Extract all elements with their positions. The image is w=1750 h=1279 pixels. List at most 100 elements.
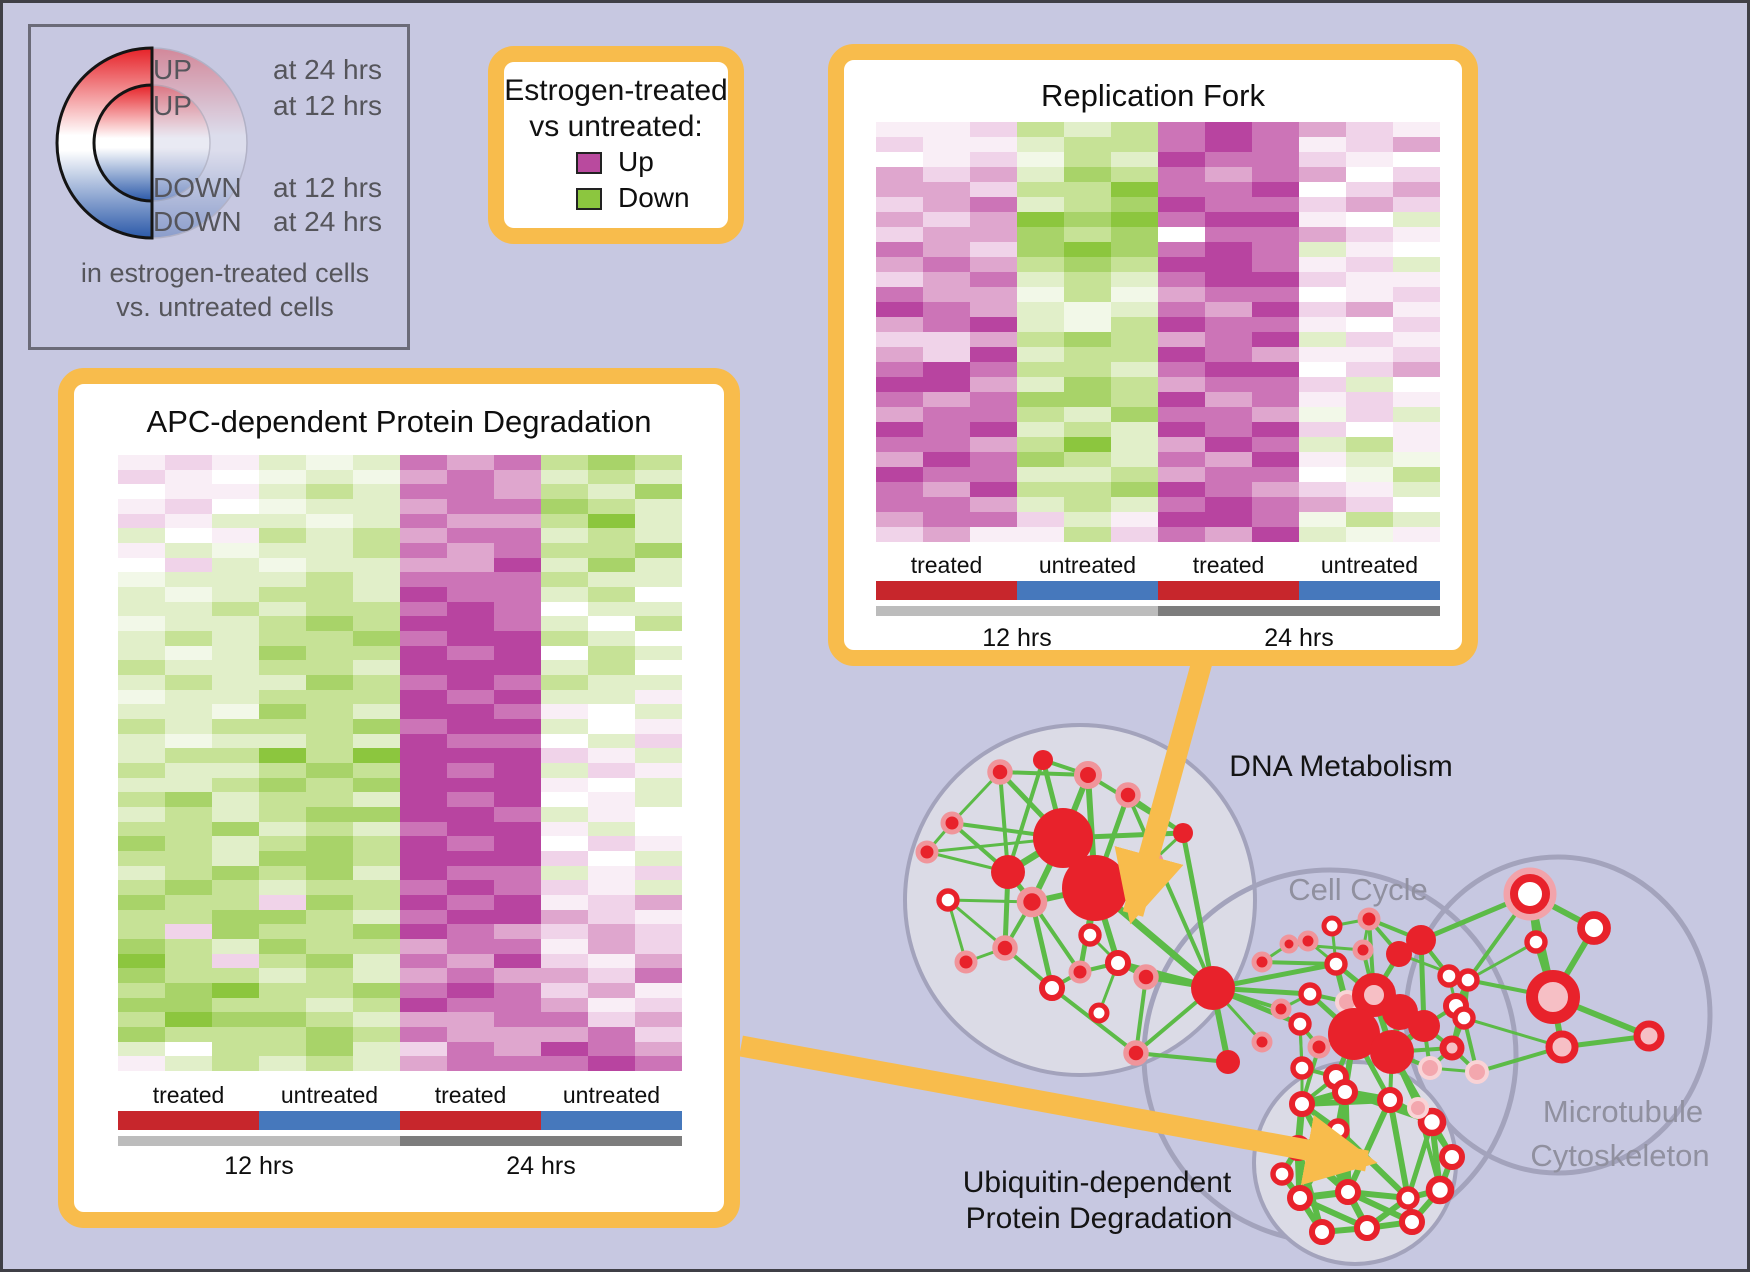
heatmap-cell	[923, 527, 970, 542]
heatmap-cell	[635, 851, 682, 866]
heatmap-cell	[165, 895, 212, 910]
heatmap-cell	[923, 287, 970, 302]
heatmap-cell	[400, 968, 447, 983]
heatmap-cell	[494, 660, 541, 675]
heatmap-cell	[1064, 182, 1111, 197]
heatmap-cell	[212, 719, 259, 734]
heatmap-cell	[1158, 257, 1205, 272]
heatmap-cell	[259, 821, 306, 837]
apc-12hrs-bar	[118, 1136, 400, 1146]
heatmap-cell	[118, 792, 165, 807]
heatmap-cell	[923, 227, 970, 242]
heatmap-cell	[165, 455, 212, 470]
heatmap-cell	[876, 482, 923, 497]
heatmap-cell	[259, 557, 306, 573]
gene-node-white-core	[1088, 1002, 1110, 1024]
heatmap-cell	[876, 452, 923, 467]
heatmap-cell	[1017, 527, 1064, 542]
heatmap-cell	[494, 968, 541, 983]
heatmap-cell	[118, 733, 165, 749]
heatmap-cell	[400, 909, 447, 925]
heatmap-cell	[923, 437, 970, 452]
heatmap-cell	[588, 719, 635, 734]
heatmap-cell	[876, 467, 923, 482]
heatmap-cell	[165, 469, 212, 485]
heatmap-cell	[1252, 437, 1299, 452]
heatmap-cell	[306, 792, 353, 807]
heatmap-cell	[1158, 152, 1205, 167]
heatmap-cell	[447, 660, 494, 675]
heatmap-cell	[118, 1041, 165, 1057]
rf-bar-treated-12	[876, 581, 1017, 600]
gene-node-solid	[1370, 1030, 1414, 1074]
heatmap-cell	[541, 631, 588, 646]
gene-node-white-core	[1298, 982, 1322, 1006]
heatmap-cell	[494, 895, 541, 910]
heatmap-cell	[970, 167, 1017, 182]
heatmap-cell	[1346, 152, 1393, 167]
heatmap-cell	[1017, 317, 1064, 332]
heatmap-cell	[447, 587, 494, 602]
heatmap-cell	[1158, 122, 1205, 137]
heatmap-cell	[1252, 407, 1299, 422]
heatmap-cell	[447, 763, 494, 778]
heatmap-cell	[494, 1027, 541, 1042]
heatmap-cell	[259, 748, 306, 763]
heatmap-cell	[165, 924, 212, 939]
heatmap-cell	[1064, 227, 1111, 242]
heatmap-cell	[635, 939, 682, 954]
heatmap-cell	[1252, 242, 1299, 257]
heatmap-cell	[1205, 512, 1252, 527]
heatmap-cell	[1064, 377, 1111, 392]
heatmap-cell	[923, 182, 970, 197]
legend-row-down: Down	[576, 182, 690, 214]
heatmap-cell	[306, 807, 353, 822]
gene-node-solid	[1033, 808, 1093, 868]
legend-up-12: UP	[153, 90, 192, 121]
heatmap-cell	[494, 1056, 541, 1071]
heatmap-cell	[1299, 197, 1346, 212]
heatmap-cell	[635, 704, 682, 719]
gene-node-pale	[1465, 1060, 1489, 1084]
heatmap-cell	[400, 513, 447, 529]
heatmap-cell	[970, 332, 1017, 347]
up-color-swatch	[576, 152, 602, 174]
heatmap-cell	[447, 557, 494, 573]
heatmap-cell	[1017, 122, 1064, 137]
heatmap-cell	[541, 807, 588, 822]
heatmap-cell	[259, 807, 306, 822]
gene-node-pink-ring	[992, 935, 1018, 961]
heatmap-cell	[1299, 332, 1346, 347]
down-label: Down	[618, 182, 690, 213]
heatmap-cell	[635, 689, 682, 705]
gene-node-white-core	[1399, 1209, 1425, 1235]
gene-node-white-core	[1290, 1056, 1314, 1080]
heatmap-cell	[923, 257, 970, 272]
heatmap-cell	[923, 407, 970, 422]
heatmap-cell	[353, 983, 400, 998]
apc-group-label-1: treated	[152, 1082, 225, 1108]
heatmap-cell	[165, 660, 212, 675]
heatmap-cell	[353, 455, 400, 470]
gene-node-pink-core	[1633, 1020, 1665, 1052]
heatmap-cell	[876, 347, 923, 362]
heatmap-cell	[353, 748, 400, 763]
heatmap-cell	[494, 719, 541, 734]
heatmap-cell	[876, 122, 923, 137]
heatmap-cell	[259, 1027, 306, 1042]
heatmap-cell	[1252, 392, 1299, 407]
heatmap-cell	[447, 836, 494, 851]
heatmap-cell	[970, 437, 1017, 452]
heatmap-cell	[1205, 527, 1252, 542]
heatmap-cell	[353, 792, 400, 807]
heatmap-cell	[1346, 287, 1393, 302]
heatmap-cell	[541, 1027, 588, 1042]
heatmap-cell	[923, 512, 970, 527]
heatmap-cell	[541, 924, 588, 939]
heatmap-cell	[876, 167, 923, 182]
heatmap-cell	[1111, 137, 1158, 152]
heatmap-cell	[447, 792, 494, 807]
microtubule-label-2: Cytoskeleton	[1530, 1138, 1710, 1173]
heatmap-cell	[447, 983, 494, 998]
heatmap-cell	[1017, 362, 1064, 377]
